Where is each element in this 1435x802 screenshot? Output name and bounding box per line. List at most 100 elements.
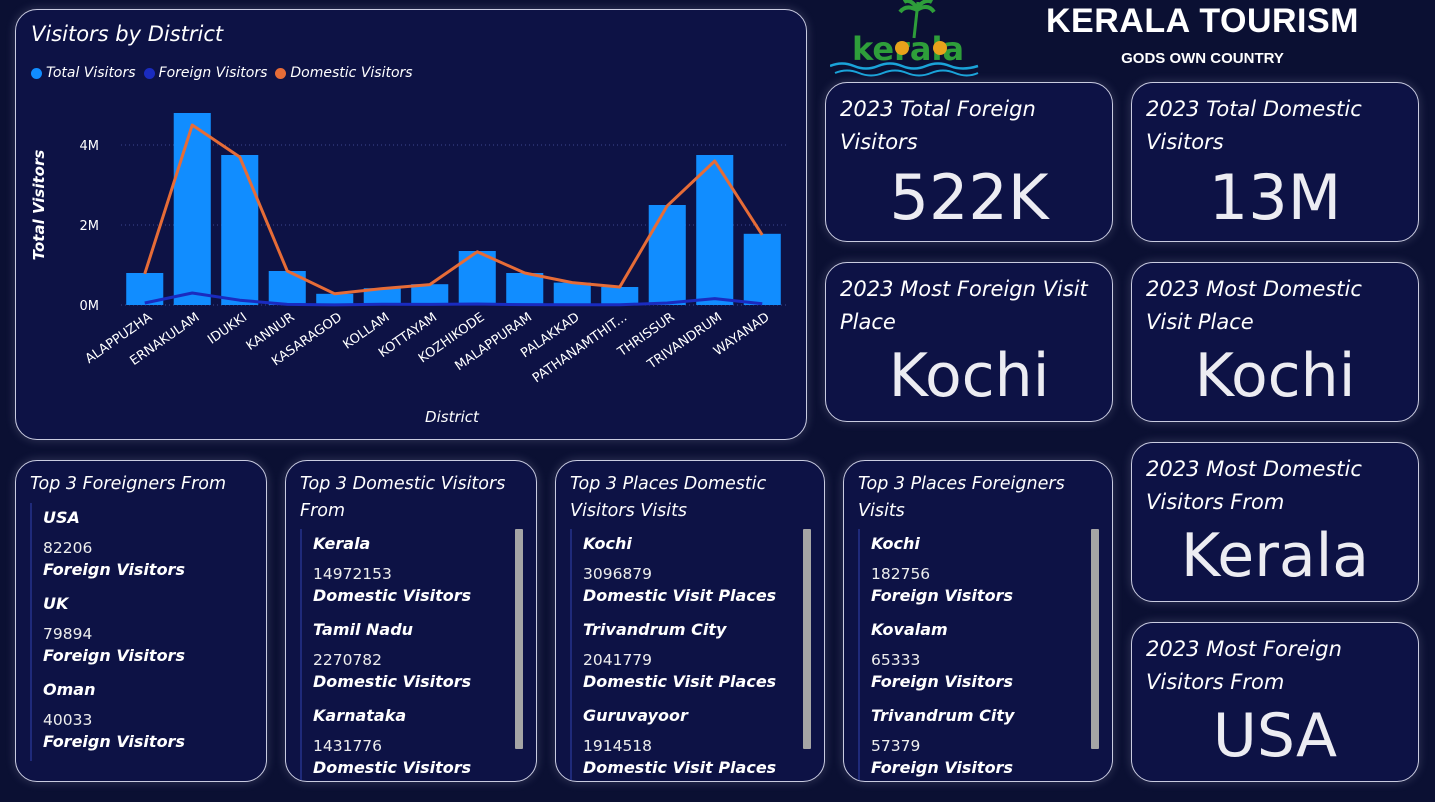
y-tick-label: 4M xyxy=(80,139,100,154)
list-item[interactable]: Karnataka 1431776 Domestic Visitors xyxy=(313,701,496,781)
legend-label-domestic: Domestic Visitors xyxy=(290,65,413,81)
bar-total-visitors xyxy=(221,155,259,305)
list-item[interactable]: Trivandrum City 2041779 Domestic Visit P… xyxy=(583,615,784,701)
kpi-title: 2023 Most Foreign Visitors From xyxy=(1146,637,1342,694)
list-item[interactable]: Guruvayoor 1914518 Domestic Visit Places xyxy=(583,701,784,781)
item-value: 2041779 xyxy=(583,651,653,669)
legend-dot-domestic xyxy=(275,67,287,79)
y-tick-label: 0M xyxy=(80,299,100,314)
item-value: 14972153 xyxy=(313,565,392,583)
legend-domestic-visitors[interactable]: Domestic Visitors xyxy=(275,65,413,81)
kpi-foreign-place-card: 2023 Most Foreign Visit Place Kochi xyxy=(825,262,1113,422)
list-title: Top 3 Foreigners From xyxy=(30,474,227,494)
item-name: Tamil Nadu xyxy=(313,620,414,639)
kpi-value: USA xyxy=(1212,701,1338,771)
bar-total-visitors xyxy=(696,155,734,305)
item-name: Kochi xyxy=(583,534,632,553)
item-label: Domestic Visit Places xyxy=(583,586,777,605)
kpi-value: Kerala xyxy=(1180,521,1370,591)
list-item[interactable]: Oman 40033 Foreign Visitors xyxy=(43,675,226,761)
item-label: Foreign Visitors xyxy=(871,758,1013,777)
bar-total-visitors xyxy=(363,288,401,305)
list-items: USA 82206 Foreign Visitors UK 79894 Fore… xyxy=(30,503,226,761)
list-item[interactable]: Kovalam 65333 Foreign Visitors xyxy=(871,615,1072,701)
item-label: Foreign Visitors xyxy=(43,732,185,751)
list-items: Kerala 14972153 Domestic Visitors Tamil … xyxy=(300,529,496,781)
list-item[interactable]: UK 79894 Foreign Visitors xyxy=(43,589,226,675)
item-value: 65333 xyxy=(871,651,921,669)
visitors-by-district-card: 0M 2M 4M ALAPPUZHA ERNAKULAM IDUKKI KANNUR KASA… xyxy=(15,9,807,440)
list-title: Top 3 Places Domestic Visitors Visits xyxy=(570,474,767,521)
list-item[interactable]: Kochi 3096879 Domestic Visit Places xyxy=(583,529,784,615)
brand-title: KERALA TOURISM xyxy=(1046,2,1359,40)
kpi-value: Kochi xyxy=(888,341,1050,411)
y-axis-title: Total Visitors xyxy=(30,150,48,261)
item-name: Kovalam xyxy=(871,620,948,639)
item-value: 57379 xyxy=(871,737,921,755)
kpi-domestic-place-card: 2023 Most Domestic Visit Place Kochi xyxy=(1131,262,1419,422)
bar-total-visitors xyxy=(506,273,544,305)
item-label: Domestic Visitors xyxy=(313,672,472,691)
bar-total-visitors xyxy=(173,113,211,305)
list-items: Kochi 3096879 Domestic Visit Places Triv… xyxy=(570,529,784,781)
kpi-title: 2023 Most Domestic Visit Place xyxy=(1146,277,1362,334)
item-label: Domestic Visit Places xyxy=(583,672,777,691)
legend-total-visitors[interactable]: Total Visitors xyxy=(31,65,136,81)
list-item[interactable]: Kerala 14972153 Domestic Visitors xyxy=(313,529,496,615)
item-value: 79894 xyxy=(43,625,93,643)
item-value: 1431776 xyxy=(313,737,383,755)
kpi-title: 2023 Most Foreign Visit Place xyxy=(840,277,1088,334)
list-item[interactable]: USA 82206 Foreign Visitors xyxy=(43,503,226,589)
item-name: Oman xyxy=(43,680,96,699)
chart-title: Visitors by District xyxy=(31,22,224,46)
x-axis-title: District xyxy=(425,408,480,426)
scrollbar[interactable] xyxy=(1091,529,1099,749)
item-name: Trivandrum City xyxy=(583,620,727,639)
item-label: Domestic Visitors xyxy=(313,758,472,777)
item-label: Foreign Visitors xyxy=(43,560,185,579)
top-domestic-places-card: Top 3 Places Domestic Visitors Visits Ko… xyxy=(555,460,825,782)
kpi-title: 2023 Total Foreign Visitors xyxy=(840,97,1036,154)
list-item[interactable]: Tamil Nadu 2270782 Domestic Visitors xyxy=(313,615,496,701)
kpi-foreign-from-card: 2023 Most Foreign Visitors From USA xyxy=(1131,622,1419,782)
item-label: Foreign Visitors xyxy=(871,672,1013,691)
brand-subtitle: GODS OWN COUNTRY xyxy=(1121,50,1284,67)
item-label: Domestic Visitors xyxy=(313,586,472,605)
item-value: 40033 xyxy=(43,711,93,729)
item-value: 182756 xyxy=(871,565,931,583)
kpi-title: 2023 Total Domestic Visitors xyxy=(1146,97,1362,154)
list-title: Top 3 Domestic Visitors From xyxy=(300,474,506,521)
legend-foreign-visitors[interactable]: Foreign Visitors xyxy=(143,65,267,81)
list-item[interactable]: Kochi 182756 Foreign Visitors xyxy=(871,529,1072,615)
item-value: 1914518 xyxy=(583,737,653,755)
item-name: Kerala xyxy=(313,534,371,553)
bar-total-visitors xyxy=(601,287,639,305)
list-item[interactable]: Trivandrum City 57379 Foreign Visitors xyxy=(871,701,1072,781)
kpi-domestic-total-card: 2023 Total Domestic Visitors 13M xyxy=(1131,82,1419,242)
line-domestic-visitors xyxy=(143,123,764,296)
item-name: UK xyxy=(43,594,69,613)
item-name: Kochi xyxy=(871,534,920,553)
scrollbar[interactable] xyxy=(515,529,523,749)
bar-total-visitors xyxy=(316,293,354,305)
item-name: Guruvayoor xyxy=(583,706,688,725)
bar-total-visitors xyxy=(648,205,686,305)
scrollbar[interactable] xyxy=(803,529,811,749)
top-foreign-places-card: Top 3 Places Foreigners Visits Kochi 182… xyxy=(843,460,1113,782)
item-value: 2270782 xyxy=(313,651,383,669)
chart-legend: Total Visitors Foreign Visitors Domestic… xyxy=(31,65,413,81)
item-label: Domestic Visit Places xyxy=(583,758,777,777)
item-label: Foreign Visitors xyxy=(43,646,185,665)
item-name: Karnataka xyxy=(313,706,407,725)
list-title: Top 3 Places Foreigners Visits xyxy=(858,474,1065,521)
top-foreigners-from-card: Top 3 Foreigners From USA 82206 Foreign … xyxy=(15,460,267,782)
kpi-foreign-total-card: 2023 Total Foreign Visitors 522K xyxy=(825,82,1113,242)
kpi-value: 522K xyxy=(889,161,1049,234)
kpi-value: 13M xyxy=(1208,161,1342,234)
item-value: 3096879 xyxy=(583,565,653,583)
item-name: Trivandrum City xyxy=(871,706,1015,725)
list-items: Kochi 182756 Foreign Visitors Kovalam 65… xyxy=(858,529,1072,781)
kpi-title: 2023 Most Domestic Visitors From xyxy=(1146,457,1362,514)
kerala-logo: kerala xyxy=(829,0,985,78)
legend-dot-foreign xyxy=(143,67,155,79)
